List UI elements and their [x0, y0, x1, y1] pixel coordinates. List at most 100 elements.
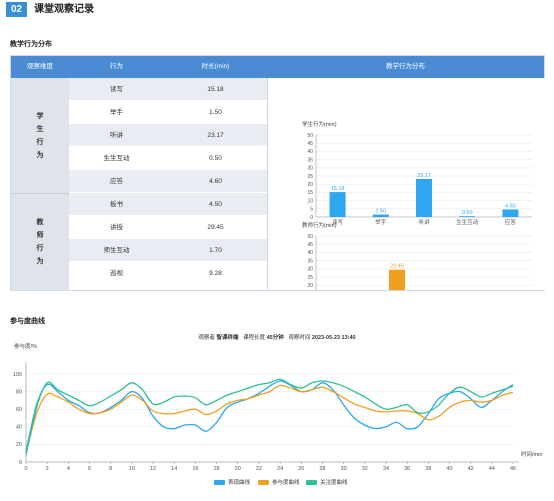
header-distribution: 教学行为分布	[386, 63, 425, 70]
observer-label: 观察者	[198, 335, 215, 341]
duration-cell: 1.70	[209, 247, 222, 254]
y-tick-label: 45	[307, 242, 313, 248]
header-behavior: 行为	[110, 63, 123, 70]
y-tick-label: 50	[307, 133, 313, 139]
time-label: 观察时间	[288, 335, 311, 341]
table-row: 举手 1.50	[69, 101, 267, 124]
student-group-label: 学生行为	[11, 78, 69, 193]
x-tick-label: 22	[256, 466, 262, 472]
section-number-badge: 02	[6, 2, 27, 17]
legend-swatch	[306, 480, 317, 486]
time-value: 2023-05-23 13:40	[311, 335, 356, 341]
legend-label: 关注度曲线	[320, 480, 348, 486]
y-tick-label: 0	[310, 215, 313, 221]
header-dimension: 观察维度	[27, 63, 53, 70]
y-tick-label: 45	[307, 141, 313, 147]
table-row: 巡视 9.28	[69, 262, 267, 285]
y-tick-label: 30	[307, 267, 313, 273]
x-tick-label: 生生互动	[456, 218, 479, 226]
legend-item[interactable]: 参与度曲线	[258, 478, 300, 488]
y-tick-label: 20	[307, 182, 313, 188]
x-tick-label: 听讲	[418, 218, 430, 226]
section-header: 02 课堂观察记录	[0, 0, 554, 22]
x-tick-label: 24	[277, 466, 283, 472]
x-tick-label: 42	[468, 466, 474, 472]
length-value: 45分钟	[266, 335, 284, 341]
legend-label: 参与度曲线	[272, 480, 300, 486]
bar-chart-1: 教师行为(min)051015202530354045504.50板书29.45…	[302, 221, 532, 290]
x-tick-label: 28	[319, 466, 325, 472]
y-tick-label: 0	[19, 460, 22, 466]
table-row: 生生互动 0.50	[69, 147, 267, 170]
x-tick-label: 10	[129, 466, 135, 472]
x-tick-label: 应答	[505, 218, 517, 226]
y-tick-label: 25	[307, 275, 313, 281]
y-tick-label: 5	[310, 207, 313, 213]
legend-label: 表现曲线	[228, 480, 251, 486]
x-tick-label: 46	[510, 466, 516, 472]
behavior-cell: 讲授	[110, 224, 123, 231]
line-chart-ylabel: 参与度/%	[14, 342, 37, 350]
bar-value-label: 1.50	[375, 209, 386, 215]
table-row: 读写 15.18	[69, 78, 267, 101]
duration-cell: 4.50	[209, 201, 222, 208]
header-duration: 时长(min)	[201, 63, 230, 70]
y-tick-label: 50	[307, 234, 313, 240]
y-tick-label: 20	[16, 442, 22, 448]
x-tick-label: 14	[171, 466, 177, 472]
legend-swatch	[258, 480, 269, 486]
bar	[372, 214, 389, 217]
y-tick-label: 40	[16, 425, 22, 431]
x-tick-label: 16	[192, 466, 198, 472]
bar-value-label: 15.18	[331, 186, 345, 192]
table-row: 师生互动 1.70	[69, 239, 267, 262]
y-tick-label: 35	[307, 157, 313, 163]
duration-cell: 1.50	[209, 109, 222, 116]
line-chart-xlabel: 时间/min	[521, 450, 542, 458]
x-tick-label: 38	[425, 466, 431, 472]
x-tick-label: 34	[383, 466, 389, 472]
y-tick-label: 25	[307, 174, 313, 180]
behavior-cell: 应答	[110, 178, 123, 185]
engagement-curve-title: 参与度曲线	[10, 318, 45, 325]
behavior-cell: 举手	[110, 109, 123, 116]
series-line-2	[25, 378, 514, 456]
x-tick-label: 32	[362, 466, 368, 472]
bar	[416, 179, 432, 217]
bar-value-label: 0.50	[462, 210, 473, 216]
x-tick-label: 0	[24, 466, 27, 472]
table-row: 讲授 29.45	[69, 216, 267, 239]
x-tick-label: 4	[67, 466, 70, 472]
y-tick-label: 80	[16, 389, 22, 395]
x-tick-label: 18	[214, 466, 220, 472]
duration-cell: 4.60	[209, 178, 222, 185]
bar-chart-0: 学生行为(min) 0 5 10 15 20 25 30 35 40 45 50 15.18 读写 1.50…	[302, 120, 532, 226]
y-tick-label: 40	[307, 250, 313, 256]
behavior-cell: 巡视	[110, 270, 123, 277]
y-tick-label: 15	[307, 190, 313, 196]
legend-item[interactable]: 关注度曲线	[306, 478, 348, 488]
legend-item[interactable]: 表现曲线	[214, 478, 250, 488]
behavior-cell: 听讲	[110, 132, 123, 139]
duration-cell: 23.17	[207, 132, 224, 139]
observation-meta: 观察者 智课终端 课程长度 45分钟 观察时间 2023-05-23 13:40	[0, 333, 554, 341]
x-tick-label: 8	[109, 466, 112, 472]
behavior-charts-panel: 学生行为(min) 0 5 10 15 20 25 30 35 40 45 50 15.18 读写 1.50…	[267, 78, 545, 290]
table-row: 应答 4.60	[69, 170, 267, 193]
bar	[389, 269, 405, 290]
y-tick-label: 100	[13, 372, 22, 378]
behavior-cell: 板书	[110, 201, 123, 208]
bar-value-label: 23.17	[417, 173, 431, 179]
table-header: 观察维度 行为 时长(min) 教学行为分布	[11, 56, 544, 78]
duration-cell: 0.50	[209, 155, 222, 162]
x-tick-label: 44	[489, 466, 495, 472]
series-line-1	[25, 384, 514, 454]
x-tick-label: 2	[46, 466, 49, 472]
y-tick-label: 10	[307, 198, 313, 204]
y-tick-label: 60	[16, 407, 22, 413]
chart-legend: 表现曲线 参与度曲线 关注度曲线	[0, 478, 554, 488]
series-line-0	[25, 380, 514, 452]
behavior-distribution-title: 教学行为分布	[10, 41, 52, 48]
x-tick-label: 6	[88, 466, 91, 472]
